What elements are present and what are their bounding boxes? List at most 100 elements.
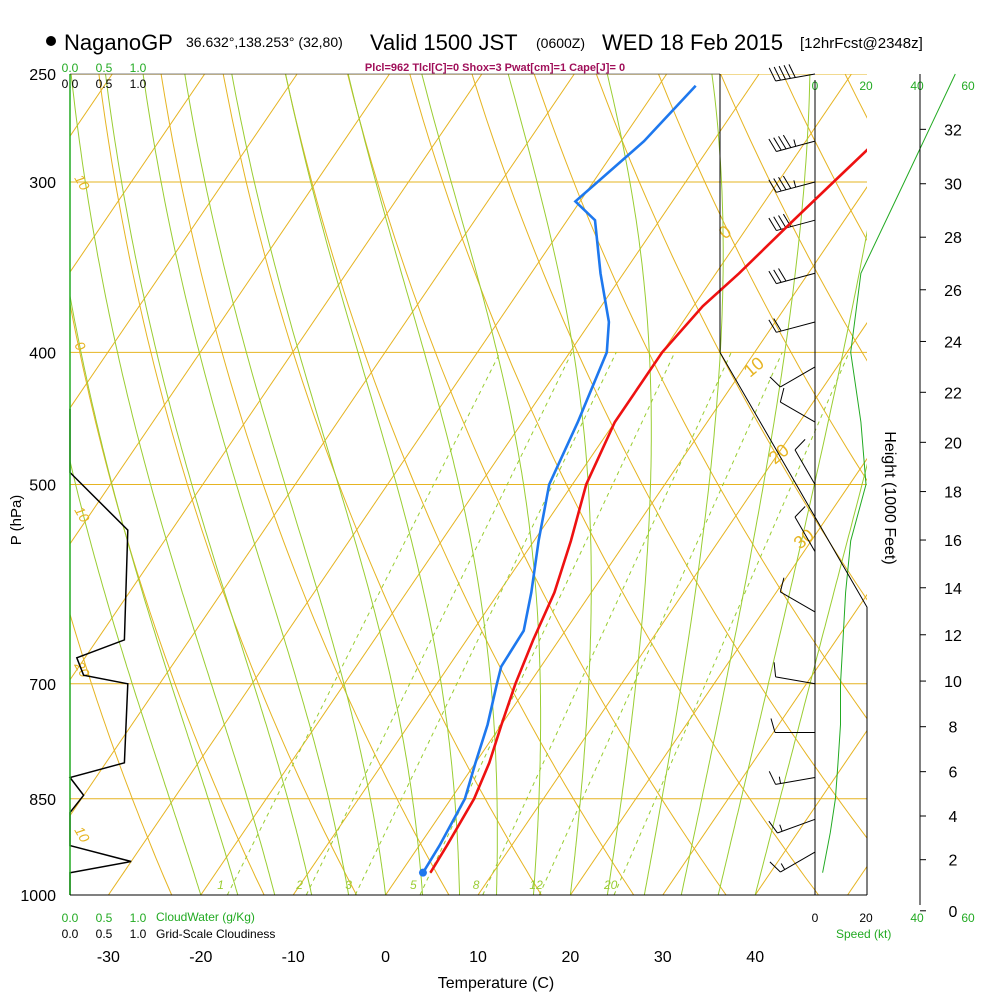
pressure-tick-label: 1000 bbox=[20, 888, 56, 905]
isotherm-line bbox=[70, 74, 575, 817]
dry-adiabat-line bbox=[533, 74, 867, 720]
height-tick-label: 12 bbox=[944, 628, 962, 645]
dry-adiabat-line bbox=[284, 74, 635, 895]
cloudwater-tick-label: 0.5 bbox=[96, 911, 113, 925]
dry-adiabat-line bbox=[471, 74, 867, 839]
wind-barb-shaft bbox=[775, 776, 816, 785]
wind-barb-flag bbox=[778, 65, 786, 80]
temperature-line bbox=[429, 148, 867, 874]
moist-adiabat-line bbox=[606, 74, 652, 895]
cloudwater-label: CloudWater (g/Kg) bbox=[156, 910, 255, 924]
wind-barb bbox=[768, 134, 816, 152]
isotherm-line bbox=[292, 74, 852, 895]
wind-barb-flag bbox=[769, 376, 781, 388]
wind-barb-flag bbox=[773, 66, 781, 81]
dry-adiabat-line bbox=[658, 74, 867, 482]
pressure-tick-label: 250 bbox=[29, 67, 56, 84]
valid-time: Valid 1500 JST bbox=[370, 30, 518, 55]
dewpoint-line bbox=[421, 84, 697, 874]
temperature-tick-label: 0 bbox=[381, 949, 390, 966]
isotherm-line bbox=[70, 74, 390, 545]
height-tick-label: 20 bbox=[944, 435, 962, 452]
moist-adiabat-line bbox=[142, 74, 350, 895]
dry-adiabat-label: 20 bbox=[71, 658, 93, 681]
wind-barb-flag bbox=[779, 577, 785, 593]
moist-adiabat-line bbox=[347, 74, 498, 895]
wind-panel-boundary bbox=[719, 352, 868, 895]
moist-adiabat-line bbox=[680, 74, 811, 895]
wind-barb-shaft bbox=[794, 516, 816, 552]
wind-barb-shaft bbox=[780, 851, 816, 873]
wind-barb-flag bbox=[768, 179, 777, 193]
station-marker-icon bbox=[46, 36, 56, 46]
wind-barb-half-flag bbox=[780, 863, 786, 870]
wind-barb-shaft bbox=[777, 818, 816, 834]
mixing-ratio-line bbox=[226, 352, 501, 895]
temperature-tick-label: -20 bbox=[189, 949, 212, 966]
station-name: NaganoGP bbox=[64, 30, 173, 55]
temperature-tick-label: 40 bbox=[746, 949, 764, 966]
pressure-tick-label: 850 bbox=[29, 792, 56, 809]
moist-adiabat-line bbox=[717, 229, 867, 895]
y-axis-label: P (hPa) bbox=[8, 495, 25, 546]
mixing-ratio-line bbox=[613, 352, 850, 895]
dry-adiabat-line bbox=[347, 74, 727, 895]
mixing-ratio-line bbox=[482, 352, 732, 895]
wind-barb bbox=[794, 506, 816, 552]
wind-barb-shaft bbox=[794, 449, 816, 485]
pressure-tick-label: 400 bbox=[29, 345, 56, 362]
wind-barb-flag bbox=[778, 176, 787, 190]
moist-adiabat-line bbox=[754, 463, 867, 895]
height-axis-label: Height (1000 Feet) bbox=[881, 431, 898, 564]
dry-adiabat-label: 10 bbox=[71, 172, 93, 194]
wind-barb-shaft bbox=[780, 401, 816, 423]
wind-barb bbox=[779, 387, 816, 423]
wind-barb-half-flag bbox=[779, 824, 783, 832]
temperature-tick-label: -30 bbox=[97, 949, 120, 966]
wind-barb bbox=[769, 366, 816, 388]
mixing-ratio-label: 5 bbox=[410, 878, 417, 892]
profiles bbox=[418, 84, 867, 877]
pressure-tick-label: 700 bbox=[29, 677, 56, 694]
wind-barb-shaft bbox=[776, 272, 816, 285]
isotherm-label: 10 bbox=[740, 353, 768, 381]
cloudiness-tick-label: 0.5 bbox=[96, 77, 113, 91]
speed-tick-label: 20 bbox=[859, 79, 873, 93]
wind-barb-flag bbox=[773, 318, 782, 332]
wind-panel: 0 0 20 20 40 40 60 60 bbox=[768, 64, 975, 925]
height-tick-label: 8 bbox=[949, 720, 958, 737]
wind-barb-flag bbox=[783, 65, 791, 79]
moist-adiabat-line bbox=[285, 74, 460, 895]
mixing-ratio-label: 2 bbox=[295, 878, 303, 892]
cloudiness-tick-label: 0.5 bbox=[96, 927, 113, 941]
moist-adiabat-line bbox=[104, 74, 313, 895]
isotherm-line bbox=[70, 74, 483, 681]
height-tick-label: 0 bbox=[949, 904, 958, 921]
wind-barb-shaft bbox=[776, 140, 816, 152]
mixing-ratio-label: 20 bbox=[603, 878, 618, 892]
moist-adiabat-line bbox=[421, 74, 542, 895]
wind-barb bbox=[769, 851, 816, 873]
temperature-tick-label: -10 bbox=[282, 949, 305, 966]
wind-barb-flag bbox=[768, 771, 777, 785]
height-tick-label: 24 bbox=[944, 334, 962, 351]
isotherm-line bbox=[754, 729, 867, 895]
valid-time-z: (0600Z) bbox=[536, 35, 585, 51]
wind-barb-shaft bbox=[775, 676, 816, 685]
dry-adiabat-line bbox=[222, 74, 542, 895]
forecast-info: [12hrFcst@2348z] bbox=[800, 35, 923, 52]
wind-barb bbox=[768, 64, 816, 82]
speed-tick-label: 0 bbox=[812, 911, 819, 925]
wind-barb bbox=[794, 439, 816, 485]
wind-barb-flag bbox=[768, 319, 777, 333]
wind-barb bbox=[773, 662, 816, 685]
isotherm-line bbox=[0, 74, 20, 895]
pressure-tick-label: 300 bbox=[29, 175, 56, 192]
sounding-indices: Plcl=962 Tlcl[C]=0 Shox=3 Pwat[cm]=1 Cap… bbox=[365, 62, 625, 74]
cloudiness-tick-label: 1.0 bbox=[130, 927, 147, 941]
cloudwater-tick-label: 0.5 bbox=[96, 61, 113, 75]
wind-barb-flag bbox=[769, 861, 781, 873]
